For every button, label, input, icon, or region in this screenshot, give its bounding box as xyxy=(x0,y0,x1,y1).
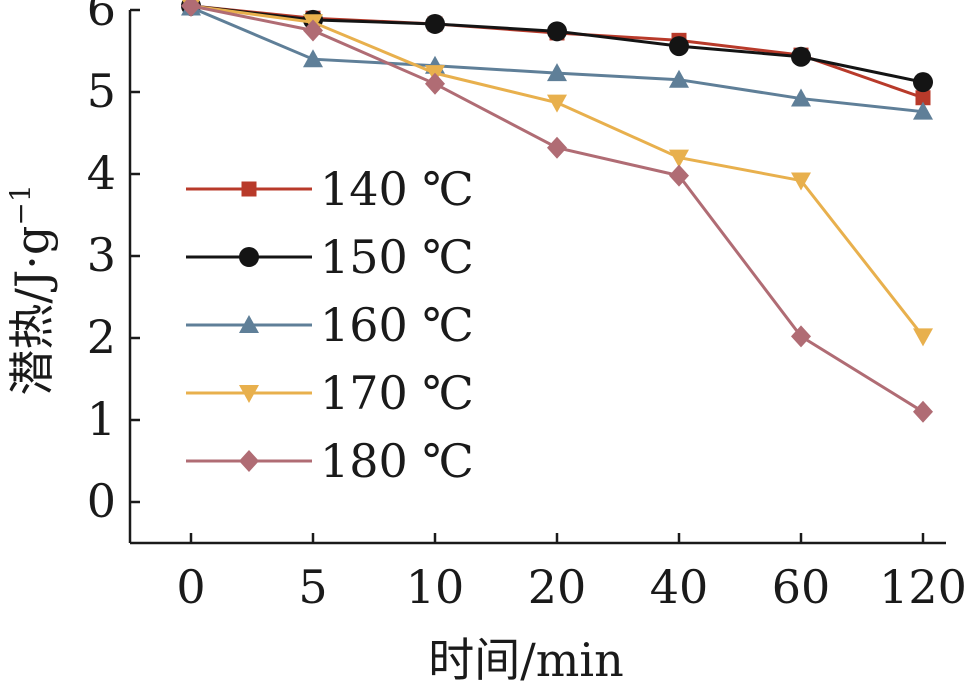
point-marker-square xyxy=(241,181,257,197)
y-axis-title-main: 潜热/J·g xyxy=(5,226,59,396)
point-marker-circle xyxy=(425,13,445,34)
x-tick-label: 60 xyxy=(772,560,831,614)
point-marker-triangle-up xyxy=(791,88,811,107)
legend-label: 180 ℃ xyxy=(320,434,474,488)
point-marker-triangle-up xyxy=(913,101,933,120)
legend-item: 140 ℃ xyxy=(186,162,474,216)
y-tick-label: 6 xyxy=(87,0,116,36)
point-marker-circle xyxy=(239,247,259,267)
point-marker-circle xyxy=(913,72,933,93)
point-marker-diamond xyxy=(239,450,259,472)
legend-label: 140 ℃ xyxy=(320,162,474,216)
x-tick-label: 10 xyxy=(406,560,465,614)
y-tick-label: 1 xyxy=(87,392,116,446)
legend-item: 170 ℃ xyxy=(186,366,474,420)
point-marker-triangle-down xyxy=(239,385,259,403)
point-marker-circle xyxy=(791,46,811,67)
legend-label: 160 ℃ xyxy=(320,298,474,352)
x-tick-label: 40 xyxy=(650,560,709,614)
x-tick-label: 120 xyxy=(879,560,967,614)
y-tick-label: 0 xyxy=(87,474,116,528)
point-marker-triangle-down xyxy=(791,172,811,191)
point-marker-triangle-up xyxy=(303,49,323,68)
x-tick-label: 0 xyxy=(176,560,205,614)
y-axis-title: 潜热/J·g−1 xyxy=(4,184,59,395)
series-4 xyxy=(181,0,933,423)
point-marker-diamond xyxy=(791,325,811,348)
legend-item: 150 ℃ xyxy=(186,230,474,284)
point-marker-circle xyxy=(669,36,689,57)
legend: 140 ℃ 150 ℃ 160 ℃ 170 ℃ 180 ℃ xyxy=(186,162,474,488)
legend-item: 180 ℃ xyxy=(186,434,474,488)
y-tick-label: 3 xyxy=(87,228,116,282)
point-marker-diamond xyxy=(303,19,323,42)
point-marker-triangle-up xyxy=(547,63,567,82)
series-layer xyxy=(181,0,933,423)
point-marker-diamond xyxy=(669,164,689,187)
point-marker-diamond xyxy=(181,0,201,17)
x-tick-label: 20 xyxy=(528,560,587,614)
x-tick-label: 5 xyxy=(298,560,327,614)
point-marker-triangle-down xyxy=(669,149,689,168)
point-marker-square xyxy=(915,90,931,106)
point-marker-triangle-up xyxy=(239,315,259,333)
point-marker-triangle-up xyxy=(669,69,689,88)
legend-label: 170 ℃ xyxy=(320,366,474,420)
point-marker-circle xyxy=(547,21,567,42)
legend-label: 150 ℃ xyxy=(320,230,474,284)
y-tick-label: 2 xyxy=(87,310,116,364)
point-marker-diamond xyxy=(547,136,567,159)
point-marker-triangle-down xyxy=(547,94,567,113)
point-marker-triangle-down xyxy=(913,328,933,347)
y-tick-label: 5 xyxy=(87,64,116,118)
legend-item: 160 ℃ xyxy=(186,298,474,352)
point-marker-diamond xyxy=(425,72,445,95)
point-marker-diamond xyxy=(913,400,933,423)
y-axis-title-exponent: −1 xyxy=(4,184,37,225)
x-axis-title: 时间/min xyxy=(428,633,623,686)
y-tick-label: 4 xyxy=(87,146,116,200)
